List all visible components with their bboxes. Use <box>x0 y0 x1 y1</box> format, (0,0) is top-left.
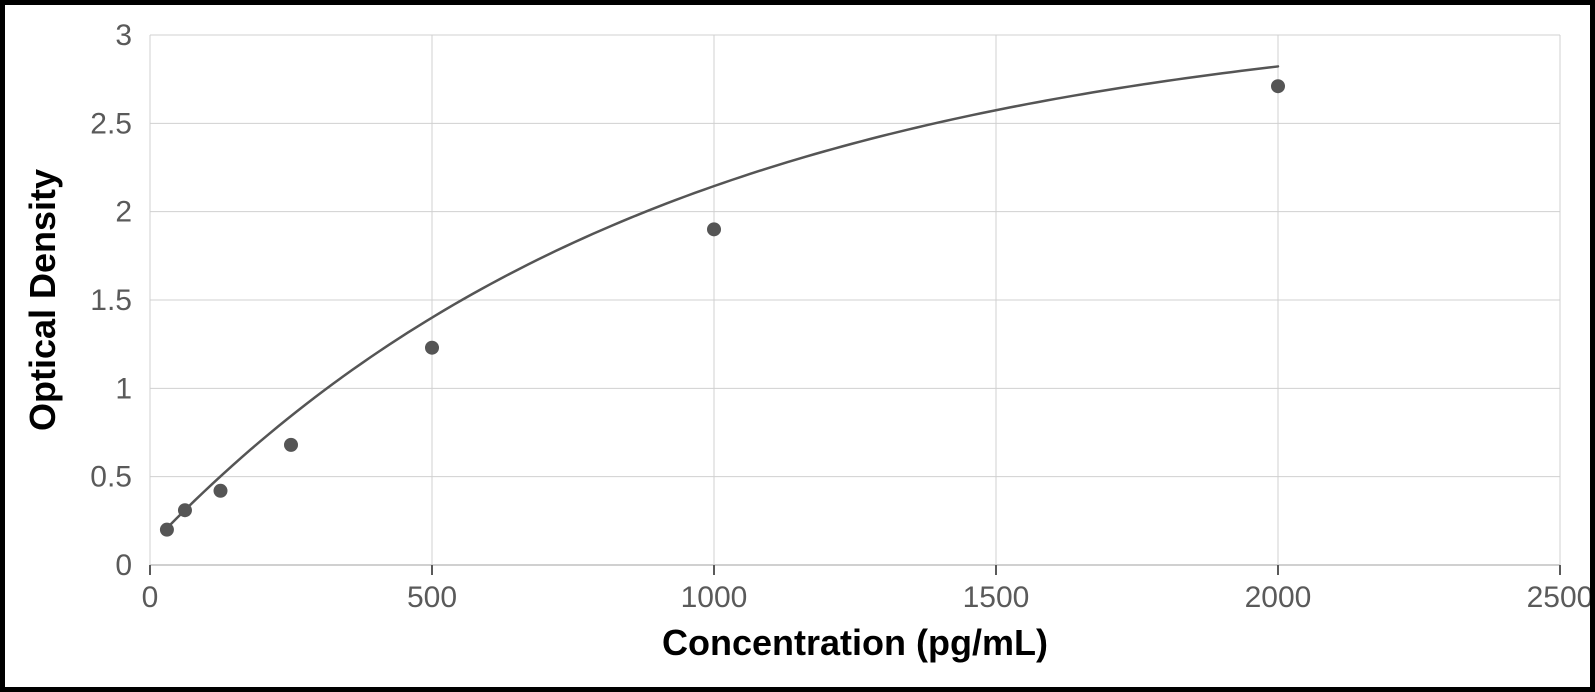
data-point <box>425 341 439 355</box>
data-point <box>1271 79 1285 93</box>
y-tick-label: 2.5 <box>90 107 132 140</box>
y-tick-label: 3 <box>115 19 132 52</box>
x-tick-label: 2000 <box>1245 581 1312 614</box>
y-tick-label: 0.5 <box>90 461 132 494</box>
x-tick-label: 1500 <box>963 581 1030 614</box>
x-axis-label: Concentration (pg/mL) <box>662 622 1048 663</box>
y-axis-label: Optical Density <box>22 169 63 431</box>
data-point <box>707 222 721 236</box>
x-tick-label: 1000 <box>681 581 748 614</box>
y-tick-label: 1 <box>115 372 132 405</box>
y-tick-label: 1.5 <box>90 284 132 317</box>
chart-frame: 0 500 1000 1500 2000 2500 0 0.5 1 1.5 2 2.5 3 Concent… <box>0 0 1595 692</box>
data-point <box>214 484 228 498</box>
x-tick-label: 0 <box>142 581 159 614</box>
x-tick-label: 2500 <box>1527 581 1590 614</box>
data-point <box>178 503 192 517</box>
y-tick-label: 0 <box>115 549 132 582</box>
data-point <box>160 523 174 537</box>
chart-svg: 0 500 1000 1500 2000 2500 0 0.5 1 1.5 2 2.5 3 Concent… <box>5 5 1590 687</box>
y-tick-label: 2 <box>115 196 132 229</box>
data-point <box>284 438 298 452</box>
x-tick-label: 500 <box>407 581 457 614</box>
